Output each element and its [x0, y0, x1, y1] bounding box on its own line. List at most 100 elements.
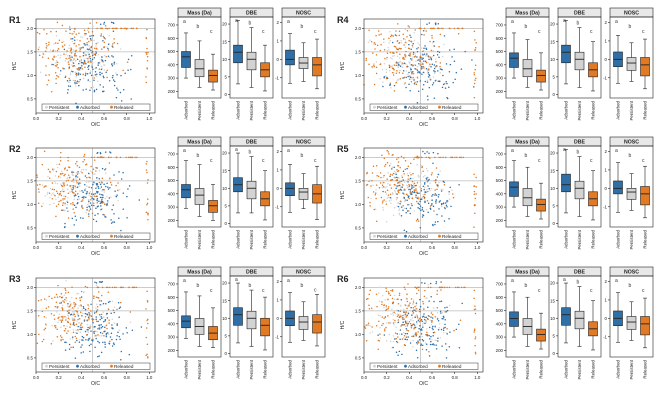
- point-released: [474, 308, 477, 310]
- point-released: [93, 159, 96, 161]
- point-adsorbed: [98, 324, 101, 327]
- point-released: [104, 24, 107, 27]
- point-persistent: [54, 175, 57, 177]
- point-released: [369, 205, 371, 207]
- point-persistent: [375, 189, 377, 191]
- point-persistent: [378, 292, 380, 294]
- point-adsorbed: [76, 332, 78, 334]
- point-adsorbed: [391, 41, 394, 44]
- category-label: Adsorbed: [184, 100, 189, 119]
- point-released: [404, 199, 407, 201]
- point-released: [88, 176, 90, 178]
- point-released: [93, 77, 95, 79]
- point-adsorbed: [77, 171, 79, 173]
- y-tick-label: 700: [496, 152, 504, 157]
- point-released: [434, 66, 437, 68]
- point-persistent: [93, 39, 95, 42]
- point-persistent: [55, 34, 58, 37]
- point-adsorbed: [424, 45, 426, 47]
- point-released: [92, 297, 95, 299]
- point-adsorbed: [94, 214, 96, 216]
- point-adsorbed: [455, 71, 458, 74]
- category-label: Released: [263, 359, 268, 378]
- point-adsorbed: [102, 40, 104, 42]
- point-released: [75, 297, 77, 300]
- point-released: [74, 315, 76, 318]
- point-persistent: [422, 322, 424, 325]
- point-adsorbed: [112, 30, 115, 32]
- point-released: [383, 38, 385, 40]
- point-released: [115, 286, 117, 289]
- point-released: [41, 310, 44, 313]
- point-adsorbed: [407, 312, 410, 315]
- point-persistent: [94, 173, 96, 175]
- point-adsorbed: [97, 212, 99, 215]
- point-adsorbed: [138, 199, 141, 201]
- point-released: [375, 293, 378, 295]
- significance-letter: a: [183, 278, 186, 284]
- point-adsorbed: [404, 332, 407, 335]
- point-released: [474, 353, 477, 355]
- box-persistent: b: [522, 283, 533, 347]
- point-released: [43, 150, 46, 152]
- legend: Persistent Adsorbed Released: [41, 232, 151, 240]
- point-released: [73, 36, 76, 38]
- point-released: [79, 297, 81, 299]
- point-adsorbed: [67, 303, 69, 305]
- point-adsorbed: [431, 327, 434, 329]
- point-released: [430, 312, 433, 314]
- point-adsorbed: [103, 76, 105, 79]
- point-persistent: [414, 315, 417, 317]
- point-persistent: [374, 208, 377, 210]
- box-iqr: [194, 59, 205, 78]
- point-released: [398, 64, 401, 66]
- point-released: [90, 165, 92, 168]
- point-persistent: [443, 43, 445, 46]
- point-persistent: [406, 186, 409, 189]
- category-label: Released: [211, 359, 216, 378]
- significance-letter: c: [590, 29, 593, 35]
- point-persistent: [107, 333, 110, 335]
- point-adsorbed: [109, 300, 111, 303]
- point-persistent: [72, 174, 75, 176]
- point-released: [77, 318, 79, 321]
- point-persistent: [372, 184, 374, 186]
- point-adsorbed: [429, 338, 431, 340]
- point-persistent: [433, 72, 436, 75]
- legend-box: [369, 362, 479, 370]
- point-released: [57, 284, 59, 287]
- point-adsorbed: [110, 21, 113, 24]
- point-released: [417, 220, 420, 222]
- point-adsorbed: [111, 208, 113, 211]
- point-adsorbed: [431, 203, 433, 205]
- point-adsorbed: [91, 318, 93, 320]
- point-released: [385, 290, 388, 293]
- point-released: [108, 319, 110, 321]
- point-adsorbed: [446, 199, 448, 202]
- point-released: [398, 72, 401, 74]
- point-adsorbed: [97, 62, 100, 64]
- point-released: [110, 156, 112, 159]
- point-released: [426, 180, 429, 183]
- point-adsorbed: [433, 64, 436, 66]
- point-adsorbed: [412, 42, 414, 45]
- point-adsorbed: [397, 310, 400, 312]
- point-released: [108, 162, 111, 164]
- point-persistent: [411, 317, 414, 319]
- point-released: [146, 301, 149, 303]
- legend-box: [41, 103, 151, 111]
- panel-title: DBE: [574, 139, 585, 145]
- x-tick-label: 0.0: [33, 116, 40, 121]
- y-tick-label: 200: [496, 89, 504, 94]
- point-adsorbed: [428, 326, 431, 329]
- point-released: [74, 28, 76, 30]
- point-released: [61, 204, 64, 207]
- point-released: [147, 218, 149, 221]
- point-adsorbed: [407, 204, 409, 206]
- point-released: [66, 184, 69, 186]
- point-released: [453, 329, 455, 332]
- point-adsorbed: [91, 58, 94, 61]
- point-released: [435, 60, 437, 63]
- x-tick-label: 0.2: [384, 116, 391, 121]
- point-persistent: [76, 50, 78, 53]
